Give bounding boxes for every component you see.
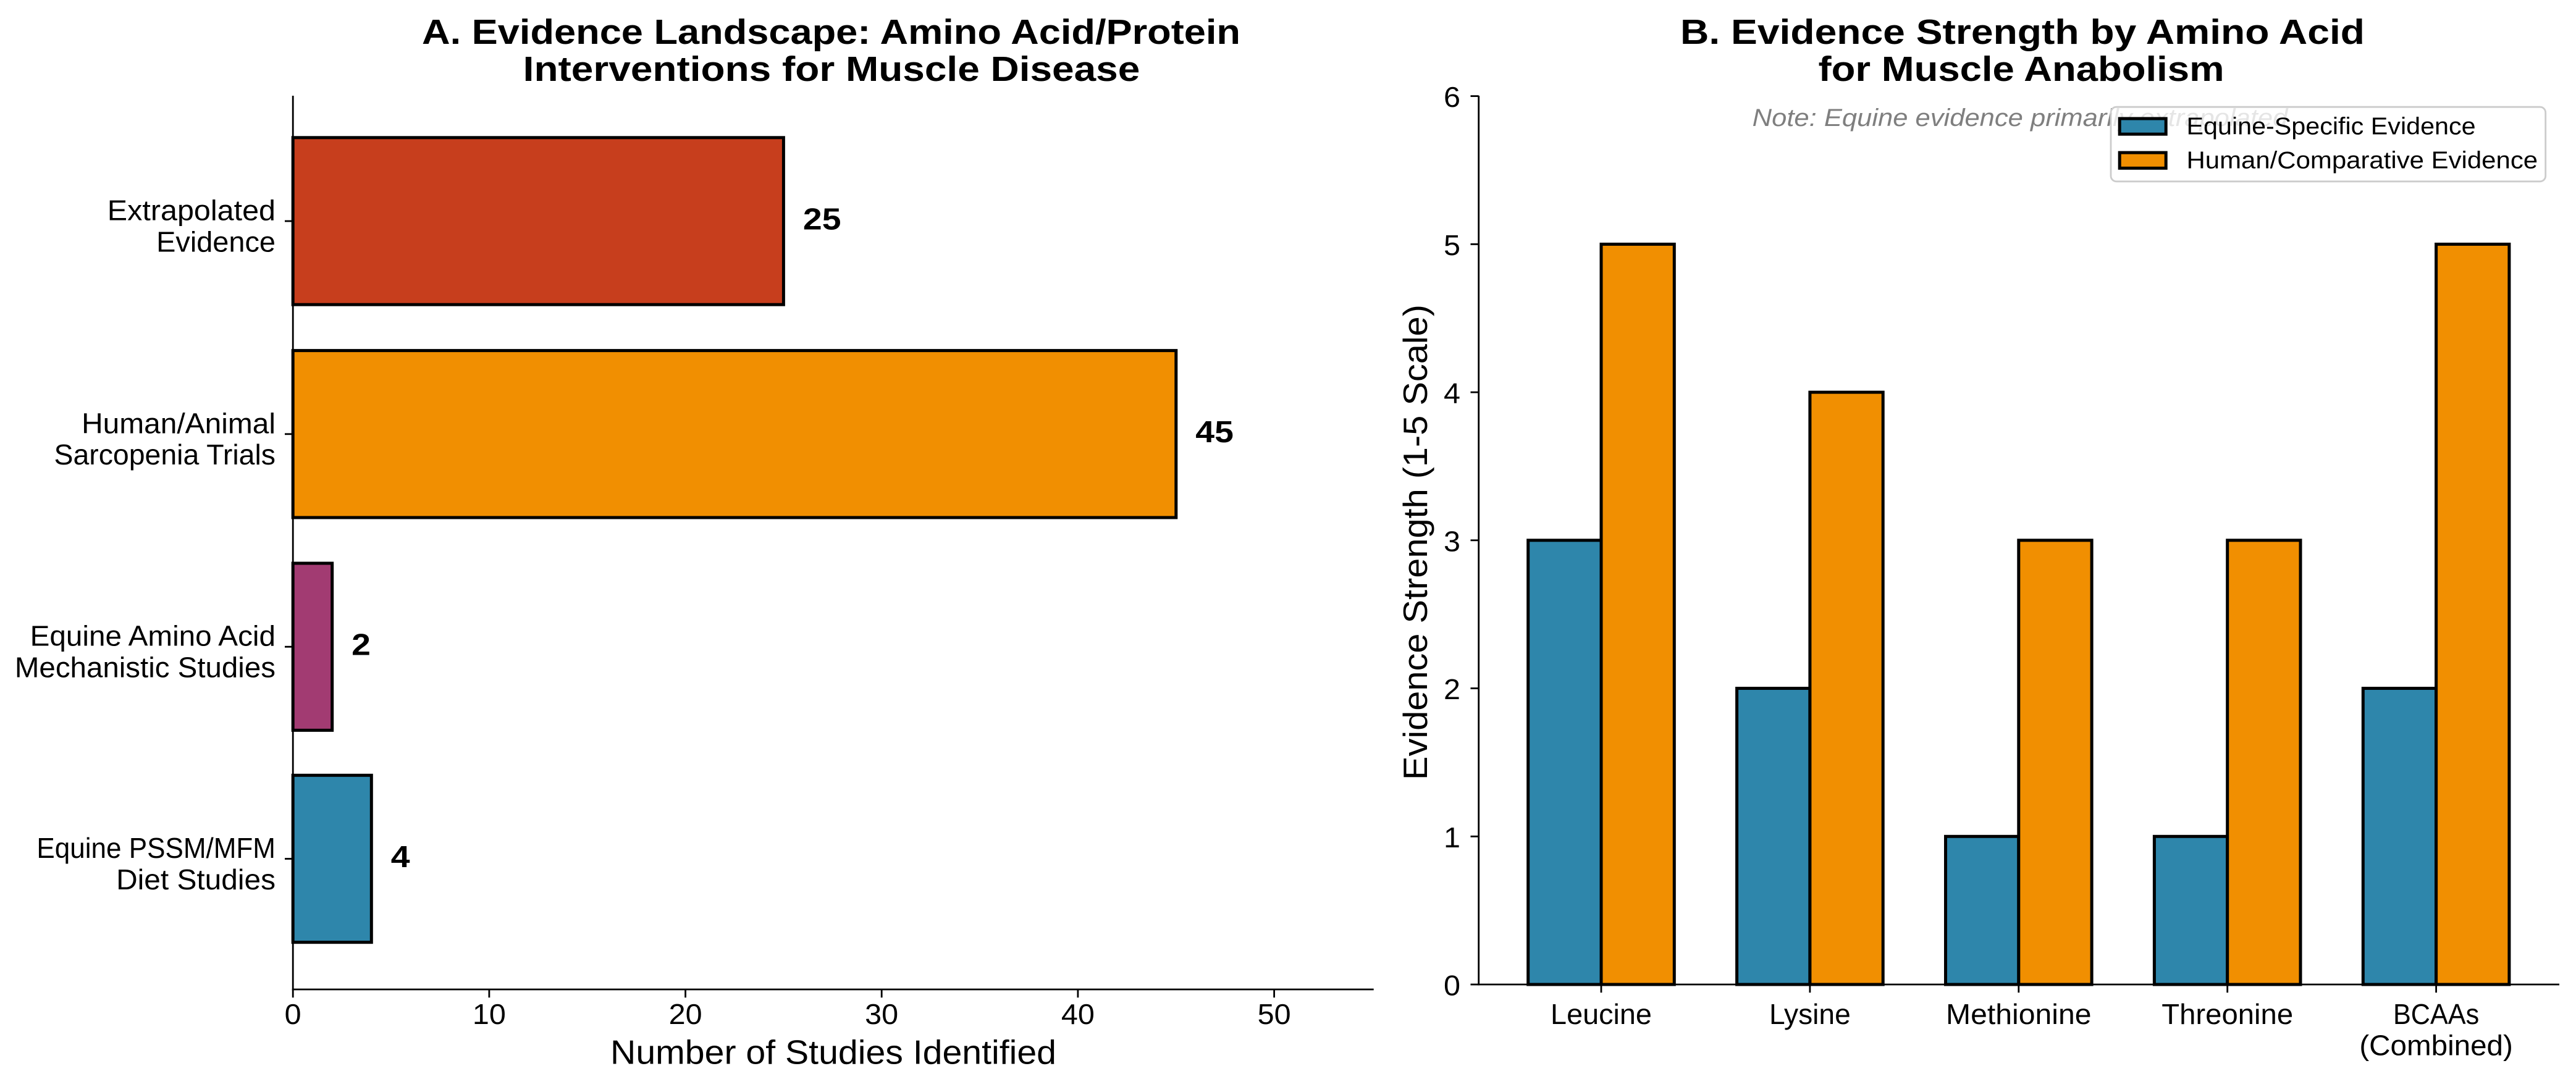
svg-text:4: 4 (1444, 377, 1460, 409)
svg-text:5: 5 (1444, 229, 1460, 261)
svg-text:10: 10 (473, 998, 506, 1030)
svg-text:6: 6 (1444, 81, 1460, 113)
svg-text:Human/Animal: Human/Animal (82, 407, 276, 439)
svg-text:2: 2 (1444, 673, 1460, 705)
svg-text:Diet Studies: Diet Studies (116, 863, 276, 896)
svg-text:0: 0 (1444, 970, 1460, 1002)
svg-text:Lysine: Lysine (1769, 998, 1851, 1030)
svg-text:4: 4 (391, 840, 410, 874)
svg-text:Evidence: Evidence (156, 225, 276, 258)
svg-text:Equine Amino Acid: Equine Amino Acid (30, 620, 276, 652)
svg-text:50: 50 (1258, 998, 1291, 1030)
svg-text:Evidence Strength (1-5 Scale): Evidence Strength (1-5 Scale) (1396, 304, 1434, 780)
svg-text:(Combined): (Combined) (2359, 1030, 2513, 1062)
svg-text:40: 40 (1061, 998, 1095, 1030)
svg-text:Interventions for Muscle Disea: Interventions for Muscle Disease (523, 49, 1140, 89)
svg-text:Extrapolated: Extrapolated (107, 195, 276, 227)
svg-text:Number of Studies Identified: Number of Studies Identified (610, 1033, 1056, 1072)
svg-text:1: 1 (1444, 821, 1460, 854)
svg-text:Leucine: Leucine (1551, 998, 1652, 1030)
svg-text:45: 45 (1195, 415, 1234, 449)
svg-text:for Muscle Anabolism: for Muscle Anabolism (1819, 49, 2225, 89)
svg-text:Equine PSSM/MFM: Equine PSSM/MFM (36, 832, 276, 864)
svg-text:Sarcopenia Trials: Sarcopenia Trials (54, 439, 276, 471)
svg-text:BCAAs: BCAAs (2393, 998, 2479, 1030)
svg-text:Threonine: Threonine (2161, 998, 2293, 1030)
svg-text:2: 2 (351, 628, 371, 662)
svg-text:0: 0 (285, 998, 301, 1030)
svg-text:Equine-Specific Evidence: Equine-Specific Evidence (2187, 114, 2476, 140)
svg-text:25: 25 (803, 202, 841, 236)
svg-text:Human/Comparative Evidence: Human/Comparative Evidence (2187, 148, 2538, 174)
svg-text:20: 20 (669, 998, 702, 1030)
svg-text:B. Evidence Strength by Amino: B. Evidence Strength by Amino Acid (1680, 12, 2365, 52)
svg-text:A. Evidence Landscape: Amino A: A. Evidence Landscape: Amino Acid/Protei… (422, 12, 1240, 52)
svg-text:3: 3 (1444, 525, 1460, 557)
svg-text:30: 30 (865, 998, 898, 1030)
svg-text:Methionine: Methionine (1946, 998, 2092, 1030)
svg-text:Mechanistic Studies: Mechanistic Studies (15, 652, 276, 684)
